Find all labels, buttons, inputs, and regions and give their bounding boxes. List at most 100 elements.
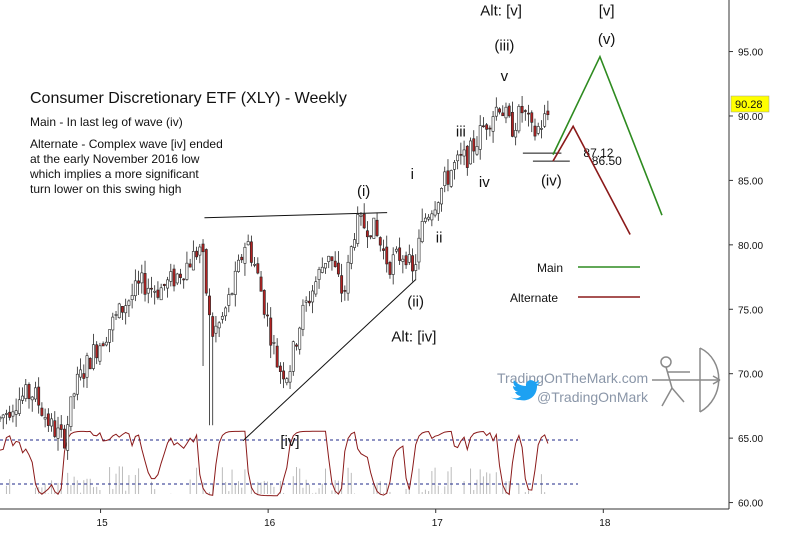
last-price-badge	[730, 95, 770, 113]
candle-up	[420, 221, 424, 243]
candle-up	[108, 329, 112, 343]
candle-down	[488, 127, 492, 130]
candle-up	[114, 314, 118, 316]
candle-down	[40, 407, 44, 416]
candle-up	[175, 273, 179, 284]
candle-up	[475, 146, 479, 155]
candle-up	[311, 290, 315, 303]
candle-up	[14, 410, 18, 415]
candle-down	[8, 411, 12, 418]
candlesticks	[0, 95, 550, 460]
wave-label: (ii)	[407, 294, 424, 311]
candle-down	[150, 287, 153, 290]
watermark-site: TradingOnTheMark.com	[497, 370, 648, 386]
candle-up	[536, 126, 540, 134]
candle-down	[336, 262, 340, 275]
wave-label: v	[501, 68, 509, 85]
candle-up	[153, 290, 157, 293]
candle-down	[523, 110, 527, 112]
candle-up	[304, 300, 308, 303]
candle-up	[191, 251, 195, 271]
candle-up	[272, 342, 276, 344]
candle-up	[391, 254, 395, 275]
candle-down	[446, 170, 450, 185]
candle-down	[530, 112, 534, 123]
candle-down	[27, 384, 31, 399]
candle-up	[130, 295, 134, 300]
candle-up	[237, 259, 240, 272]
candle-up	[169, 271, 173, 282]
candle-up	[353, 239, 356, 248]
candle-down	[275, 345, 279, 368]
time-tick-label: 18	[599, 518, 611, 529]
candle-up	[34, 387, 37, 400]
wave-label: (i)	[357, 183, 370, 200]
wave-label: ii	[436, 229, 443, 246]
candle-up	[66, 424, 70, 451]
candle-up	[224, 307, 228, 317]
candle-up	[243, 246, 247, 264]
oscillator-line	[0, 430, 549, 497]
candle-up	[407, 254, 411, 263]
candle-up	[246, 241, 250, 246]
candle-up	[227, 294, 231, 306]
candle-down	[382, 248, 385, 251]
trendlines	[204, 212, 416, 442]
wave-label: (v)	[598, 31, 616, 48]
candle-up	[540, 128, 543, 130]
candle-up	[443, 171, 447, 187]
note-main: Main - In last leg of wave (iv)	[30, 115, 183, 129]
candle-up	[430, 213, 434, 221]
candle-up	[285, 378, 289, 384]
legend-alternate-label: Alternate	[510, 291, 558, 305]
candle-down	[343, 290, 347, 292]
projection-main	[552, 54, 663, 216]
candle-up	[436, 202, 440, 214]
candle-up	[356, 214, 360, 244]
chart-title: Consumer Discretionary ETF (XLY) - Weekl…	[30, 90, 347, 107]
time-axis: 15 16 17 18	[97, 509, 611, 529]
candle-up	[117, 303, 121, 319]
candle-up	[214, 325, 218, 334]
candle-up	[359, 214, 363, 217]
candle-up	[124, 305, 128, 314]
wave-label: iv	[479, 174, 490, 191]
candle-up	[291, 341, 295, 372]
candle-down	[262, 290, 266, 315]
candle-up	[11, 411, 15, 417]
candle-down	[527, 112, 530, 115]
candle-up	[494, 106, 498, 117]
candle-down	[498, 108, 501, 113]
candle-down	[510, 111, 514, 137]
candle-up	[288, 371, 292, 383]
candle-up	[133, 280, 137, 297]
note-alternate-2: at the early November 2016 low	[30, 152, 200, 166]
candle-down	[465, 145, 469, 168]
candle-up	[98, 345, 102, 362]
candle-up	[314, 281, 318, 295]
candle-up	[92, 344, 95, 369]
candle-up	[423, 217, 427, 222]
price-tick-label: 95.00	[738, 48, 763, 59]
candle-up	[79, 369, 82, 378]
candle-up	[21, 395, 24, 401]
candle-up	[372, 217, 376, 239]
price-tick-label: 70.00	[738, 370, 763, 381]
oscillator-histogram	[5, 466, 546, 494]
price-tick-label: 90.00	[738, 112, 763, 123]
candle-up	[69, 396, 73, 427]
archer-logo	[652, 347, 721, 413]
candle-down	[211, 316, 215, 337]
projection-alternate	[552, 124, 631, 235]
candle-up	[43, 417, 47, 420]
candle-down	[459, 154, 463, 156]
candle-up	[320, 266, 324, 273]
candle-up	[185, 262, 189, 280]
candle-down	[59, 424, 63, 430]
candle-up	[104, 341, 108, 346]
price-tick-label: 80.00	[738, 241, 763, 252]
wave-label: i	[411, 166, 414, 183]
candle-down	[182, 278, 186, 281]
candle-up	[0, 417, 2, 420]
